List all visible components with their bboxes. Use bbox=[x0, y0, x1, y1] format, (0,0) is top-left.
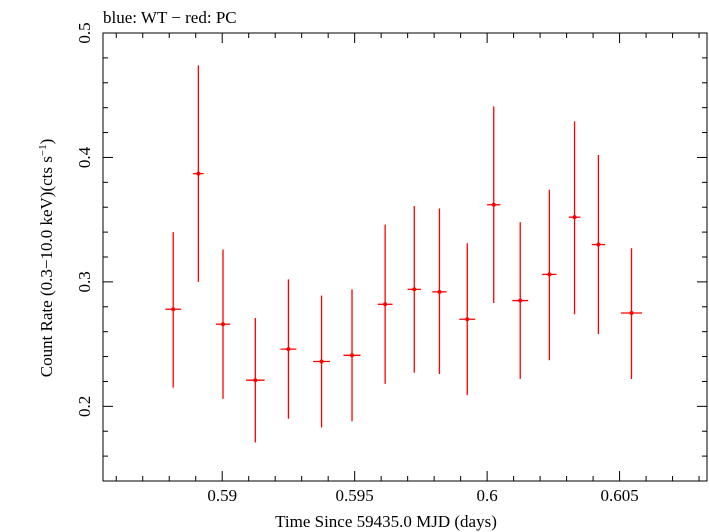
data-marker bbox=[319, 359, 324, 364]
data-point bbox=[568, 121, 581, 315]
data-point bbox=[542, 189, 557, 361]
data-marker bbox=[286, 347, 291, 352]
data-marker bbox=[596, 242, 601, 247]
y-axis-label: Count Rate (0.3−10.0 keV)(cts s−1) bbox=[37, 139, 56, 378]
data-marker bbox=[547, 272, 552, 277]
data-point bbox=[487, 106, 501, 304]
data-marker bbox=[196, 171, 201, 176]
y-axis-label-superscript: −1 bbox=[37, 144, 49, 156]
y-tick-label: 0.5 bbox=[75, 22, 94, 43]
data-point bbox=[512, 222, 529, 379]
x-tick-label: 0.595 bbox=[336, 486, 374, 505]
x-tick-label: 0.605 bbox=[600, 486, 638, 505]
data-point bbox=[620, 248, 643, 379]
data-marker bbox=[572, 215, 577, 220]
chart-title: blue: WT − red: PC bbox=[103, 8, 237, 27]
y-tick-label: 0.2 bbox=[75, 396, 94, 417]
data-marker bbox=[350, 353, 355, 358]
x-tick-label: 0.6 bbox=[476, 486, 497, 505]
data-marker bbox=[171, 307, 176, 312]
data-marker bbox=[437, 289, 442, 294]
data-point bbox=[343, 289, 361, 422]
data-point bbox=[407, 205, 421, 373]
data-point bbox=[193, 65, 204, 282]
plot-frame bbox=[102, 32, 708, 482]
y-axis-label-close: ) bbox=[37, 139, 56, 145]
data-marker bbox=[465, 317, 470, 322]
data-marker bbox=[221, 322, 226, 327]
y-tick-label: 0.4 bbox=[75, 146, 94, 168]
data-points bbox=[165, 65, 643, 443]
data-marker bbox=[412, 287, 417, 292]
data-point bbox=[280, 279, 297, 419]
data-point bbox=[215, 249, 231, 399]
y-axis-label-main: Count Rate (0.3−10.0 keV)(cts s bbox=[37, 156, 56, 377]
data-marker bbox=[629, 311, 634, 315]
data-marker bbox=[383, 302, 388, 307]
x-axis-label: Time Since 59435.0 MJD (days) bbox=[275, 512, 497, 531]
data-point bbox=[165, 232, 182, 388]
data-point bbox=[377, 224, 393, 384]
data-point bbox=[313, 295, 331, 428]
data-point bbox=[459, 243, 476, 396]
data-marker bbox=[491, 202, 496, 207]
data-point bbox=[591, 154, 606, 335]
plot-area-border bbox=[102, 32, 708, 482]
x-tick-label: 0.59 bbox=[207, 486, 237, 505]
data-point bbox=[246, 317, 265, 443]
axis-ticks: 0.59 0.595 0.6 0.605 0.2 0.3 0.4 0.5 bbox=[75, 22, 707, 505]
data-marker bbox=[253, 378, 258, 383]
data-marker bbox=[518, 298, 523, 303]
y-tick-label: 0.3 bbox=[75, 271, 94, 292]
data-point bbox=[432, 208, 447, 374]
